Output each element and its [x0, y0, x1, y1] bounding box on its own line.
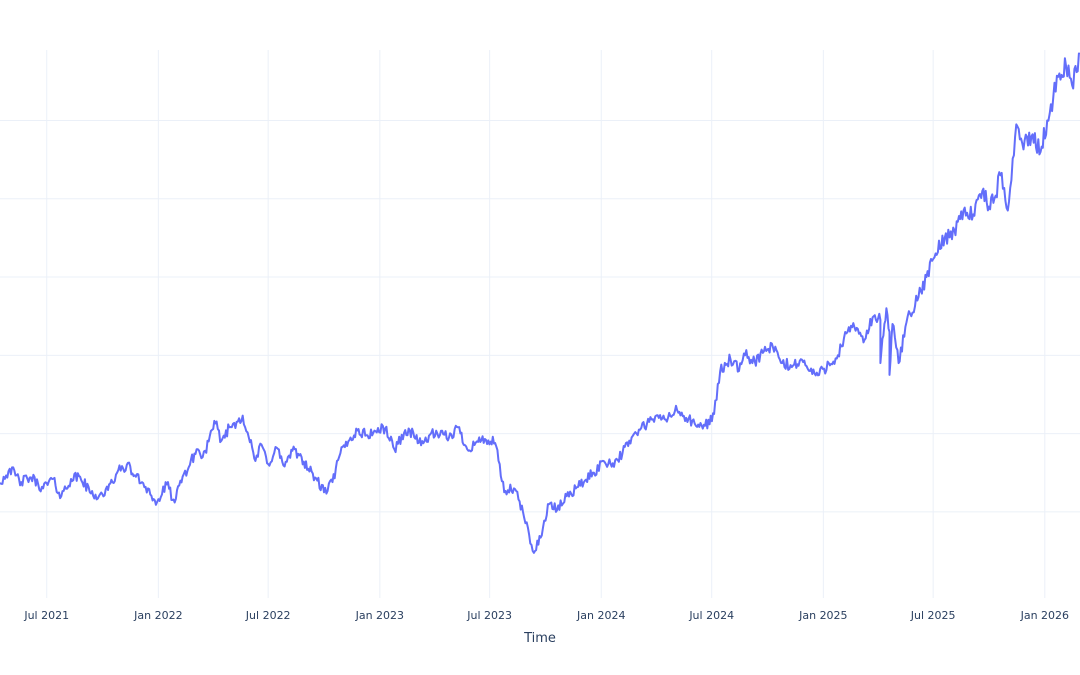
x-tick-label: Jul 2022: [245, 609, 291, 622]
x-axis-title: Time: [523, 631, 556, 646]
series-line: [0, 52, 1080, 554]
x-tick-label: Jan 2025: [798, 609, 847, 622]
x-tick-label: Jan 2023: [355, 609, 404, 622]
x-tick-label: Jan 2024: [576, 609, 625, 622]
grid-lines: [0, 50, 1080, 598]
x-tick-label: Jan 2026: [1020, 609, 1069, 622]
x-tick-label: Jul 2025: [910, 609, 956, 622]
x-axis-ticks: Jul 2021 Jan 2022 Jul 2022 Jan 2023 Jul 2023…: [23, 609, 1069, 622]
x-tick-label: Jul 2023: [466, 609, 512, 622]
x-tick-label: Jul 2021: [23, 609, 69, 622]
x-tick-label: Jul 2024: [688, 609, 734, 622]
x-tick-label: Jan 2022: [133, 609, 182, 622]
series-layer: [0, 52, 1080, 554]
